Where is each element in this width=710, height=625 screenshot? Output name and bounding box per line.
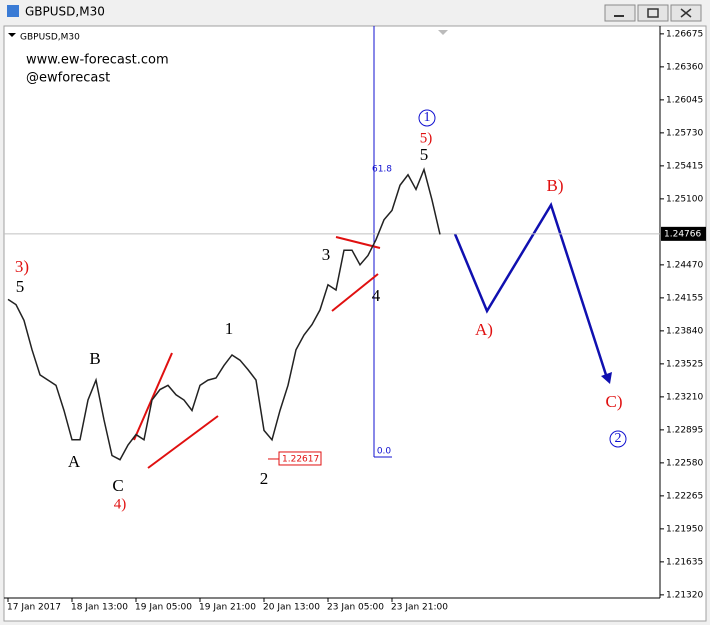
y-tick-label: 1.26045 — [666, 95, 703, 105]
minimize-button[interactable] — [604, 4, 636, 22]
y-tick-label: 1.22895 — [666, 425, 703, 435]
current-price-label: 1.24766 — [664, 229, 701, 239]
chart-title: GBPUSD,M30 — [20, 33, 80, 43]
y-tick-label: 1.22580 — [666, 458, 703, 468]
low-marker-label: 1.22617 — [282, 454, 319, 464]
trend-lines — [133, 236, 381, 469]
y-tick-label: 1.22265 — [666, 491, 703, 501]
chart-arrow — [8, 33, 16, 37]
wave-label: 5 — [420, 145, 429, 164]
chart-panel — [3, 25, 707, 622]
wave-label: 1 — [424, 110, 431, 125]
wave-label: 1 — [225, 319, 234, 338]
handle: @ewforecast — [26, 71, 110, 86]
wave-label: 61.8 — [372, 165, 392, 175]
shift-marker — [438, 30, 448, 35]
y-tick-label: 1.23525 — [666, 359, 703, 369]
wave-label: C) — [606, 392, 623, 411]
current-price-box — [661, 226, 706, 241]
wave-label: B) — [547, 176, 564, 195]
maximize-button[interactable] — [637, 4, 669, 22]
wave-label: 4) — [114, 496, 127, 512]
wave-label: B — [89, 349, 100, 368]
y-tick-label: 1.25100 — [666, 194, 703, 204]
wave-circle — [609, 430, 627, 448]
x-tick-label: 19 Jan 21:00 — [199, 603, 256, 613]
wave-label: 2 — [260, 469, 269, 488]
app-icon — [7, 5, 19, 17]
trend-line — [331, 273, 379, 312]
x-tick-label: 23 Jan 21:00 — [391, 603, 448, 613]
projection-arrow — [601, 372, 612, 384]
x-tick-label: 19 Jan 05:00 — [135, 603, 192, 613]
y-tick-label: 1.24155 — [666, 293, 703, 303]
wave-label: 3) — [15, 257, 29, 276]
window-title: GBPUSD,M30 — [25, 5, 105, 19]
wave-label: 3 — [322, 245, 331, 264]
y-tick-label: 1.21320 — [666, 590, 703, 600]
wave-circle — [418, 109, 436, 127]
x-tick-label: 18 Jan 13:00 — [71, 603, 128, 613]
x-tick-label: 23 Jan 05:00 — [327, 603, 384, 613]
plot: 1.26675 1.26360 1.26045 1.25730 1.25415 1.251… — [4, 29, 706, 613]
x-tick-label: 20 Jan 13:00 — [263, 603, 320, 613]
y-tick-label: 1.21635 — [666, 557, 703, 567]
x-tick-label: 17 Jan 2017 — [7, 603, 61, 613]
trend-line — [147, 415, 219, 469]
wave-label: 4 — [372, 286, 381, 305]
y-tick-label: 1.26675 — [666, 29, 703, 39]
website: www.ew-forecast.com — [26, 53, 169, 68]
y-tick-label: 1.23840 — [666, 326, 703, 336]
wave-label: 5) — [420, 130, 433, 146]
close-icon — [680, 8, 692, 18]
trend-line — [133, 352, 173, 441]
wave-label: 2 — [615, 431, 622, 446]
y-tick-label: 1.25730 — [666, 128, 703, 138]
low-marker-box — [278, 451, 322, 466]
wave-label: 5 — [16, 277, 25, 296]
y-tick-label: 1.21950 — [666, 524, 703, 534]
wave-label: A — [68, 452, 81, 471]
wave-label: 0.0 — [377, 447, 392, 457]
wave-label: A) — [475, 320, 493, 339]
y-tick-label: 1.24470 — [666, 260, 703, 270]
y-tick-label: 1.25415 — [666, 161, 703, 171]
y-tick-label: 1.23210 — [666, 392, 703, 402]
projection-path — [453, 202, 609, 379]
maximize-icon — [647, 8, 659, 18]
wave-label: C — [112, 476, 123, 495]
y-tick-label: 1.26360 — [666, 62, 703, 72]
price-line — [7, 167, 441, 461]
